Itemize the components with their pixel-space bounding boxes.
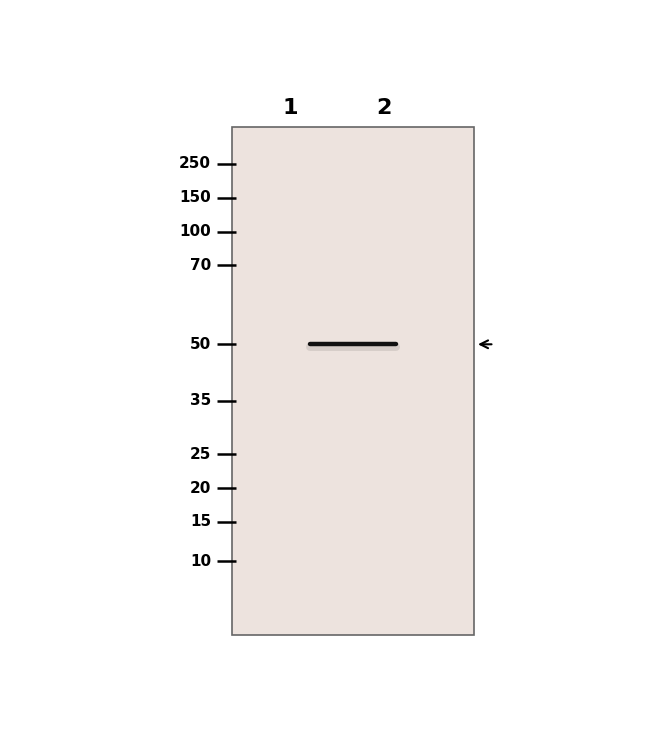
Text: 35: 35 <box>190 393 211 408</box>
Text: 50: 50 <box>190 337 211 352</box>
Text: 10: 10 <box>190 554 211 569</box>
Bar <box>233 127 474 635</box>
Text: 2: 2 <box>376 97 391 118</box>
Text: 250: 250 <box>179 157 211 171</box>
Text: 100: 100 <box>179 224 211 239</box>
Text: 25: 25 <box>190 447 211 462</box>
Text: 15: 15 <box>190 515 211 529</box>
Text: 1: 1 <box>283 97 298 118</box>
Text: 70: 70 <box>190 258 211 273</box>
Text: 150: 150 <box>179 190 211 205</box>
Text: 20: 20 <box>190 480 211 496</box>
